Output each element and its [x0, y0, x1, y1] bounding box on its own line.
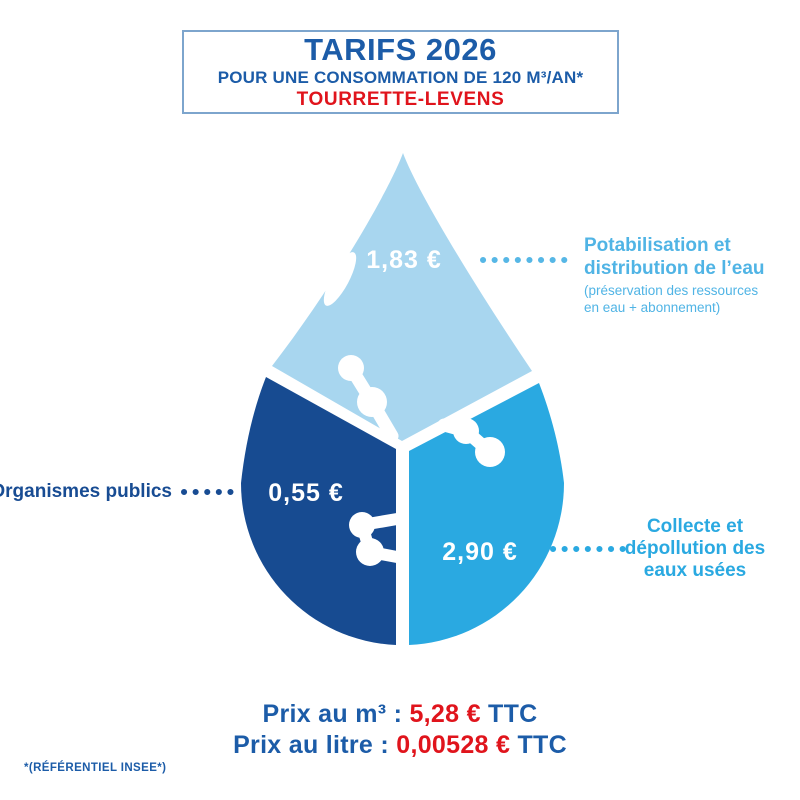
puzzle-knob-top-left	[338, 355, 399, 443]
page-title: TARIFS 2026	[304, 31, 497, 67]
drop-highlight	[323, 252, 357, 306]
label-potabilisation-line2: distribution de l’eau	[584, 258, 765, 279]
total-litre-prefix: Prix au litre :	[233, 731, 390, 759]
insee-footnote: *(RÉFÉRENTIEL INSEE*)	[24, 762, 167, 774]
label-organismes-publics: Organismes publics	[0, 481, 172, 502]
price-organismes: 0,55 €	[268, 479, 344, 507]
drop-segment-potabilisation	[272, 153, 532, 441]
label-potabilisation-subline2: en eau + abonnement)	[584, 299, 721, 315]
total-m3-value: 5,28 €	[409, 700, 481, 728]
label-potabilisation-subline1: (préservation des ressources	[584, 283, 759, 298]
total-m3-suffix: TTC	[488, 700, 538, 728]
total-litre-value: 0,00528 €	[396, 731, 511, 759]
drop-segment-organismes	[240, 377, 396, 645]
label-collecte-line2: dépollution des	[624, 538, 766, 559]
consumption-subtitle: POUR UNE CONSOMMATION DE 120 M³/AN*	[217, 68, 584, 88]
price-collecte: 2,90 €	[442, 538, 518, 566]
label-collecte-line3: eaux usées	[643, 560, 747, 581]
city-name: TOURRETTE-LEVENS	[296, 88, 505, 110]
total-per-m3: Prix au m³ : 5,28 € TTC	[0, 699, 800, 730]
drop-segment-collecte	[409, 383, 565, 645]
header-box: TARIFS 2026 POUR UNE CONSOMMATION DE 120…	[182, 30, 619, 114]
puzzle-knob-bottom	[349, 512, 403, 566]
label-potabilisation: Potabilisation et distribution de l’eau …	[584, 234, 765, 316]
price-potabilisation: 1,83 €	[366, 246, 442, 274]
label-collecte-line1: Collecte et	[646, 516, 744, 537]
puzzle-knob-top-right	[437, 418, 505, 467]
total-litre-suffix: TTC	[517, 731, 567, 759]
price-totals: Prix au m³ : 5,28 € TTC Prix au litre : …	[0, 699, 800, 761]
label-collecte: Collecte et dépollution des eaux usées	[612, 516, 778, 582]
total-per-litre: Prix au litre : 0,00528 € TTC	[0, 730, 800, 761]
total-m3-prefix: Prix au m³ :	[262, 700, 403, 728]
label-potabilisation-line1: Potabilisation et	[584, 235, 731, 256]
